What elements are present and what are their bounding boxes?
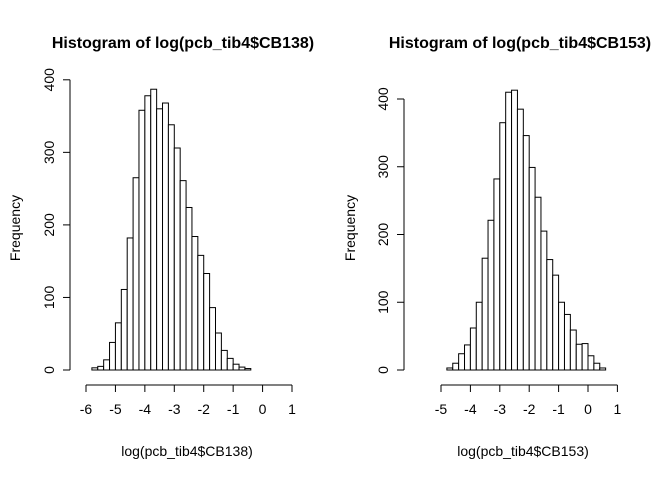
histogram-bar [97, 365, 105, 371]
histogram-bar [528, 166, 536, 371]
x-axis: -6 -5 -4 -3 -2 -1 0 1 [80, 384, 296, 417]
histogram-bar [197, 254, 205, 371]
x-tick-label: -5 [435, 401, 448, 417]
histogram-bar [120, 288, 128, 371]
histogram-bar [91, 367, 99, 371]
histogram-bar [173, 147, 181, 371]
x-tick-label: 1 [614, 401, 622, 417]
bars [446, 89, 607, 371]
y-tick-label: 100 [41, 286, 57, 310]
histogram-bar [581, 343, 589, 371]
histogram-bar [534, 196, 542, 371]
x-axis: -5 -4 -3 -2 -1 0 1 [435, 384, 622, 417]
x-tick-label: -6 [80, 401, 93, 417]
histogram-bar [244, 368, 252, 371]
x-tick-label: -4 [464, 401, 477, 417]
x-tick-label: -3 [168, 401, 181, 417]
x-tick-label: 0 [259, 401, 267, 417]
y-tick-label: 300 [41, 140, 57, 164]
histogram-bar [126, 237, 134, 371]
histogram-bar [458, 353, 466, 371]
histogram-bar [220, 349, 228, 371]
panel-cb153: Histogram of log(pcb_tib4$CB153) log(pcb… [342, 35, 651, 459]
y-tick-label: 400 [41, 68, 57, 92]
histogram-bar [499, 122, 507, 371]
panel-cb138: Histogram of log(pcb_tib4$CB138) log(pcb… [7, 35, 314, 459]
histogram-bar [522, 135, 530, 371]
y-tick-label: 400 [375, 87, 391, 111]
histogram-bar [599, 367, 607, 371]
histogram-bar [558, 301, 565, 371]
histogram-bar [493, 178, 501, 371]
histogram-bar [516, 108, 524, 371]
y-tick-label: 0 [41, 366, 57, 374]
histogram-bar [587, 355, 595, 371]
histogram-bar [511, 89, 518, 371]
panel-title: Histogram of log(pcb_tib4$CB138) [52, 35, 314, 52]
histogram-bar [563, 313, 571, 371]
histogram-bar [469, 327, 477, 371]
histogram-bar [464, 344, 471, 371]
histogram-bar [546, 259, 554, 371]
histogram-bar [552, 274, 560, 371]
histogram-bar [185, 206, 193, 371]
y-axis-label: Frequency [342, 195, 358, 261]
y-axis: 0 100 200 300 400 [41, 68, 71, 374]
x-tick-label: -2 [523, 401, 536, 417]
y-axis-label: Frequency [7, 195, 23, 261]
histogram-bar [138, 109, 146, 371]
histogram-bar [114, 322, 122, 371]
histogram-bar [226, 357, 234, 371]
x-tick-label: -1 [227, 401, 240, 417]
histogram-bar [191, 236, 199, 371]
x-tick-label: 1 [288, 401, 296, 417]
histogram-bar [209, 307, 217, 371]
histogram-bar [475, 301, 483, 371]
y-tick-label: 200 [375, 223, 391, 247]
histogram-bar [150, 88, 158, 371]
x-tick-label: 0 [584, 401, 592, 417]
histogram-bar [156, 108, 164, 371]
histogram-bar [214, 332, 222, 371]
histogram-bar [481, 257, 489, 371]
panel-title: Histogram of log(pcb_tib4$CB153) [389, 35, 651, 52]
histogram-bar [132, 177, 140, 371]
histogram-bar [109, 341, 116, 371]
histogram-bar [540, 230, 548, 371]
y-tick-label: 300 [375, 155, 391, 179]
histogram-bar [232, 363, 240, 371]
histogram-bar [167, 124, 175, 371]
x-tick-label: -3 [494, 401, 507, 417]
y-tick-label: 0 [375, 366, 391, 374]
x-axis-label: log(pcb_tib4$CB153) [457, 443, 589, 459]
histogram-bar [238, 366, 246, 371]
y-axis: 0 100 200 300 400 [375, 87, 405, 374]
x-tick-label: -4 [139, 401, 152, 417]
histogram-bar [593, 362, 601, 371]
histogram-bar [575, 343, 583, 371]
x-axis-label: log(pcb_tib4$CB138) [121, 443, 253, 459]
x-tick-label: -1 [552, 401, 565, 417]
histogram-bar [144, 95, 152, 371]
bars [91, 88, 252, 371]
x-tick-label: -5 [109, 401, 122, 417]
histogram-bar [446, 367, 454, 371]
histogram-bar [487, 219, 495, 371]
histogram-bar [162, 102, 169, 371]
histogram-bar [505, 91, 513, 371]
histogram-bar [203, 273, 211, 371]
x-tick-label: -2 [197, 401, 210, 417]
histogram-bar [452, 362, 460, 371]
histogram-bar [179, 180, 187, 371]
y-tick-label: 200 [41, 213, 57, 237]
histogram-bar [569, 329, 577, 371]
y-tick-label: 100 [375, 290, 391, 314]
histogram-bar [103, 359, 111, 371]
